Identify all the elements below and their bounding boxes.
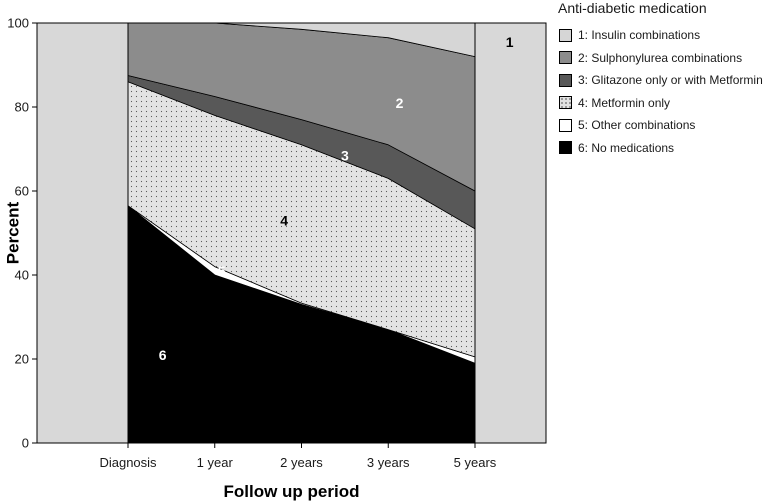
- y-tick-label: 80: [15, 100, 29, 115]
- legend: Anti-diabetic medication 1: Insulin comb…: [548, 0, 765, 159]
- legend-title: Anti-diabetic medication: [558, 0, 707, 16]
- x-tick-label: 5 years: [454, 455, 497, 470]
- x-tick-label: 3 years: [367, 455, 410, 470]
- area-label-3: 3: [341, 147, 349, 163]
- x-tick-label: 1 year: [197, 455, 234, 470]
- legend-label: 2: Sulphonylurea combinations: [578, 50, 743, 65]
- legend-label: 5: Other combinations: [578, 118, 696, 133]
- legend-item-4: 4: Metformin only: [548, 92, 765, 115]
- legend-item-2: 2: Sulphonylurea combinations: [548, 47, 765, 70]
- legend-swatch: [559, 51, 572, 65]
- area-label-6: 6: [159, 347, 167, 363]
- legend-swatch: [559, 96, 572, 110]
- y-tick-label: 40: [15, 268, 29, 283]
- legend-label: 1: Insulin combinations: [578, 28, 701, 43]
- y-tick-label: 20: [15, 352, 29, 367]
- legend-swatch: [559, 28, 572, 42]
- y-axis-label: Percent: [3, 201, 22, 264]
- x-tick-label: Diagnosis: [99, 455, 157, 470]
- legend-label: 3: Glitazone only or with Metformin: [578, 73, 763, 88]
- y-tick-label: 60: [15, 184, 29, 199]
- x-axis-label: Follow up period: [224, 482, 360, 501]
- y-tick-label: 100: [7, 16, 29, 31]
- legend-swatch: [559, 118, 572, 132]
- area-label-1: 1: [506, 34, 514, 50]
- area-label-4: 4: [280, 212, 288, 228]
- y-tick-label: 0: [22, 436, 29, 451]
- x-tick-label: 2 years: [280, 455, 323, 470]
- legend-item-6: 6: No medications: [548, 137, 765, 160]
- legend-swatch: [559, 73, 572, 87]
- legend-item-1: 1: Insulin combinations: [548, 24, 765, 47]
- legend-item-5: 5: Other combinations: [548, 114, 765, 137]
- legend-swatch: [559, 141, 572, 155]
- plot-frame: [36, 22, 547, 444]
- legend-item-3: 3: Glitazone only or with Metformin: [548, 69, 765, 92]
- legend-label: 4: Metformin only: [578, 95, 671, 110]
- legend-items: 1: Insulin combinations 2: Sulphonylurea …: [548, 24, 765, 159]
- legend-label: 6: No medications: [578, 140, 675, 155]
- area-label-2: 2: [396, 95, 404, 111]
- area-label-5: 5: [218, 263, 226, 279]
